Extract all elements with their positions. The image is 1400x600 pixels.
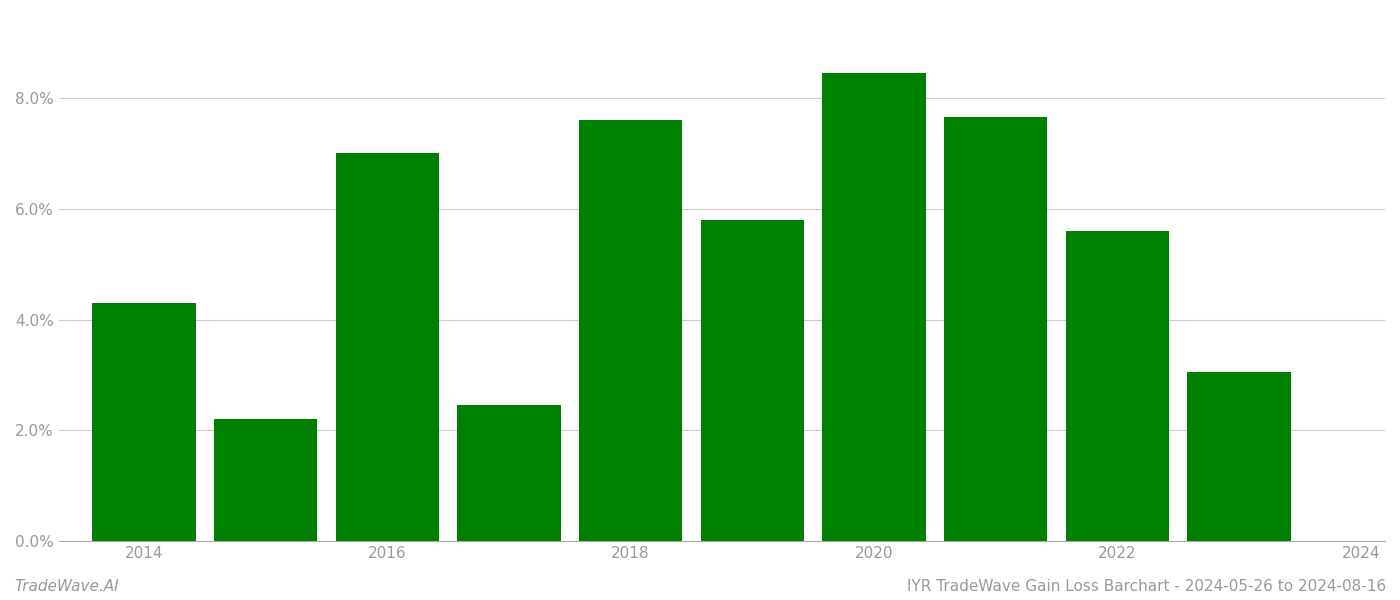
Bar bbox=[1187, 372, 1291, 541]
Bar bbox=[458, 406, 560, 541]
Text: IYR TradeWave Gain Loss Barchart - 2024-05-26 to 2024-08-16: IYR TradeWave Gain Loss Barchart - 2024-… bbox=[907, 579, 1386, 594]
Bar bbox=[700, 220, 804, 541]
Bar bbox=[822, 73, 925, 541]
Bar bbox=[336, 154, 440, 541]
Bar bbox=[1065, 231, 1169, 541]
Text: TradeWave.AI: TradeWave.AI bbox=[14, 579, 119, 594]
Bar bbox=[92, 303, 196, 541]
Bar bbox=[944, 118, 1047, 541]
Bar bbox=[578, 120, 682, 541]
Bar bbox=[214, 419, 318, 541]
